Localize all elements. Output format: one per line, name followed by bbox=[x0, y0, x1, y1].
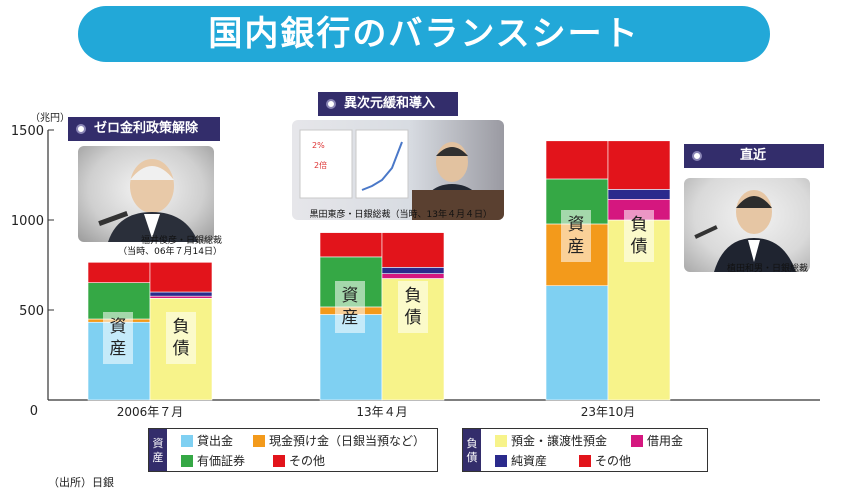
x-tick-label: 13年４月 bbox=[356, 405, 407, 419]
portrait-icon bbox=[98, 159, 198, 242]
legend-item-label: 有価証券 bbox=[197, 454, 246, 468]
event-label-text: 直近 bbox=[740, 148, 767, 163]
legend-item-net-assets: 純資産 bbox=[495, 454, 547, 468]
photo-ueda bbox=[684, 178, 810, 272]
swatch-securities bbox=[181, 455, 193, 467]
bullet-icon bbox=[692, 151, 702, 161]
bar-liability-segment bbox=[381, 267, 445, 274]
bar-asset-segment bbox=[545, 140, 609, 180]
event-label-latest: 直近 bbox=[684, 144, 824, 168]
svg-text:2倍: 2倍 bbox=[314, 160, 327, 170]
swatch-loans bbox=[181, 435, 193, 447]
bar-liability-segment bbox=[381, 232, 445, 268]
stack-label-text: 資産 bbox=[341, 286, 359, 328]
bar-asset-segment bbox=[87, 261, 151, 283]
y-tick-label: 500 bbox=[19, 304, 44, 319]
press-conference-icon: 2% 2倍 bbox=[299, 129, 504, 220]
legend-item-borrowed: 借用金 bbox=[631, 434, 683, 448]
title-banner: 国内銀行のバランスシート bbox=[78, 6, 770, 62]
bar-liability-segment bbox=[149, 295, 213, 299]
bar-liability-segment bbox=[149, 291, 213, 297]
bar-liability-segment bbox=[607, 140, 671, 190]
legend-item-securities: 有価証券 bbox=[181, 454, 245, 468]
legend-assets: 資産 貸出金 現金預け金（日銀当預など） 有価証券 その他 bbox=[148, 428, 438, 472]
y-tick-label: 1500 bbox=[11, 124, 44, 139]
stack-label-assets-2013: 資産 bbox=[335, 281, 365, 333]
event-label-easing: 異次元緩和導入 bbox=[318, 92, 458, 116]
stack-label-liabilities-2013: 負債 bbox=[398, 281, 428, 333]
stack-label-liabilities-2023: 負債 bbox=[624, 210, 654, 262]
caption-line: 植田和男・日銀総裁 bbox=[726, 264, 808, 274]
stack-label-text: 資産 bbox=[109, 317, 127, 359]
swatch-cash bbox=[253, 435, 265, 447]
bar-liability-segment bbox=[381, 273, 445, 279]
swatch-borrowed bbox=[631, 435, 643, 447]
legend-item-label: 預金・譲渡性預金 bbox=[511, 434, 608, 448]
stack-label-text: 負債 bbox=[630, 215, 648, 257]
event-label-zero-rate-exit: ゼロ金利政策解除 bbox=[68, 117, 220, 141]
stack-label-liabilities-2006: 負債 bbox=[166, 312, 196, 364]
x-tick-label: 23年10月 bbox=[581, 405, 636, 419]
event-label-text: 異次元緩和導入 bbox=[344, 96, 436, 111]
legend-liabilities-header: 負債 bbox=[463, 429, 481, 471]
photo-caption-fukui: 福井俊彦・日銀総裁 （当時、06年７月14日） bbox=[78, 236, 222, 258]
swatch-net-assets bbox=[495, 455, 507, 467]
legend-assets-header: 資産 bbox=[149, 429, 167, 471]
swatch-other bbox=[579, 455, 591, 467]
photo-kuroda: 2% 2倍 bbox=[292, 120, 504, 220]
page-title: 国内銀行のバランスシート bbox=[208, 14, 640, 54]
photo-fukui bbox=[78, 146, 214, 242]
legend-item-label: その他 bbox=[595, 454, 632, 468]
bullet-icon bbox=[76, 124, 86, 134]
event-label-text: ゼロ金利政策解除 bbox=[94, 121, 199, 136]
bullet-icon bbox=[326, 99, 336, 109]
stack-label-assets-2023: 資産 bbox=[561, 210, 591, 262]
legend-item-label: 貸出金 bbox=[197, 434, 234, 448]
portrait-icon bbox=[694, 190, 796, 272]
legend-item-liability-other: その他 bbox=[579, 454, 631, 468]
bar-liability-segment bbox=[607, 189, 671, 200]
legend-item-deposits: 預金・譲渡性預金 bbox=[495, 434, 607, 448]
bar-liability-segment bbox=[149, 261, 213, 293]
x-tick-label: 2006年７月 bbox=[117, 405, 184, 419]
source-note: （出所）日銀 bbox=[48, 476, 114, 489]
legend-item-label: その他 bbox=[289, 454, 326, 468]
bar-asset-segment bbox=[319, 232, 383, 258]
legend-item-asset-other: その他 bbox=[273, 454, 325, 468]
stack-label-assets-2006: 資産 bbox=[103, 312, 133, 364]
svg-text:2%: 2% bbox=[312, 141, 325, 150]
caption-line: 黒田東彦・日銀総裁（当時、13年４月４日） bbox=[309, 210, 492, 220]
legend-item-label: 現金預け金（日銀当預など） bbox=[269, 434, 426, 448]
legend-item-label: 借用金 bbox=[647, 434, 684, 448]
swatch-deposits bbox=[495, 435, 507, 447]
legend-liabilities: 負債 預金・譲渡性預金 借用金 純資産 その他 bbox=[462, 428, 708, 472]
stack-label-text: 負債 bbox=[404, 286, 422, 328]
photo-caption-ueda: 植田和男・日銀総裁 bbox=[684, 264, 808, 275]
stack-label-text: 負債 bbox=[172, 317, 190, 359]
y-axis-unit: （兆円） bbox=[30, 112, 70, 124]
photo-caption-kuroda: 黒田東彦・日銀総裁（当時、13年４月４日） bbox=[292, 210, 492, 221]
caption-line: （当時、06年７月14日） bbox=[118, 247, 222, 257]
y-tick-label: 0 bbox=[30, 404, 38, 419]
swatch-other bbox=[273, 455, 285, 467]
y-tick-label: 1000 bbox=[11, 214, 44, 229]
legend-item-cash: 現金預け金（日銀当預など） bbox=[253, 434, 425, 448]
legend-item-loans: 貸出金 bbox=[181, 434, 233, 448]
legend-item-label: 純資産 bbox=[511, 454, 548, 468]
stack-label-text: 資産 bbox=[567, 215, 585, 257]
bar-asset-segment bbox=[545, 285, 609, 401]
caption-line: 福井俊彦・日銀総裁 bbox=[140, 236, 222, 246]
